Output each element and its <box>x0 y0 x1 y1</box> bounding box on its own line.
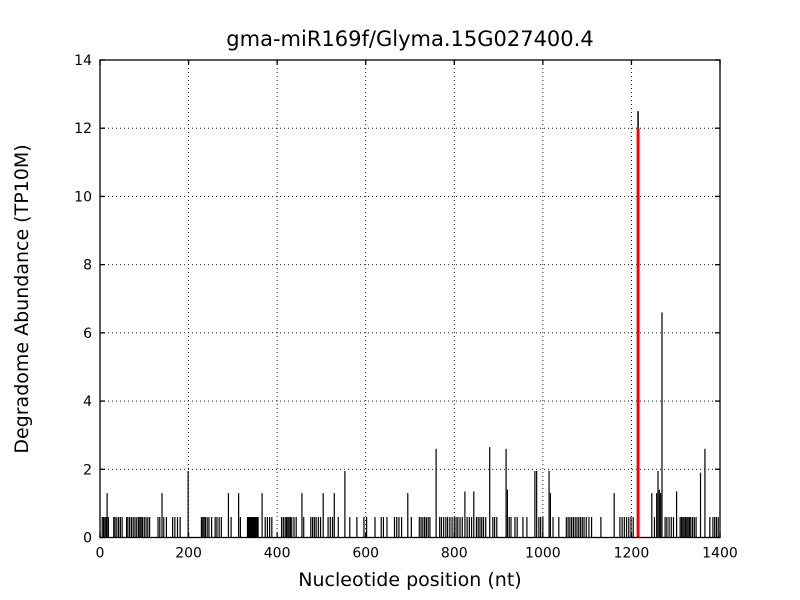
y-tick-label: 2 <box>83 462 92 478</box>
chart-title: gma-miR169f/Glyma.15G027400.4 <box>226 27 593 51</box>
y-tick-label: 10 <box>74 189 92 205</box>
y-tick-label: 6 <box>83 326 92 342</box>
x-tick-label: 200 <box>175 546 202 562</box>
x-tick-label: 1400 <box>702 546 738 562</box>
tick-label-layer: 0 200 400 600 800 1000 1200 1400 0 2 4 6 8 10 12 14 <box>74 53 738 562</box>
plot-border <box>99 59 721 539</box>
y-tick-label: 8 <box>83 258 92 274</box>
x-tick-label: 400 <box>264 546 291 562</box>
x-tick-label: 0 <box>96 546 105 562</box>
x-tick-label: 1000 <box>525 546 561 562</box>
y-axis-label: Degradome Abundance (TP10M) <box>11 144 33 453</box>
x-tick-label: 800 <box>441 546 468 562</box>
y-tick-label: 4 <box>83 394 92 410</box>
tick-layer <box>99 59 721 539</box>
x-axis-label: Nucleotide position (nt) <box>298 569 521 591</box>
y-tick-label: 12 <box>74 121 92 137</box>
grid-layer <box>100 60 720 538</box>
y-tick-label: 0 <box>83 531 92 547</box>
degradome-spikes <box>101 111 719 538</box>
axes-frame <box>99 59 721 539</box>
y-tick-label: 14 <box>74 53 92 69</box>
x-tick-label: 600 <box>352 546 379 562</box>
x-tick-label: 1200 <box>614 546 650 562</box>
